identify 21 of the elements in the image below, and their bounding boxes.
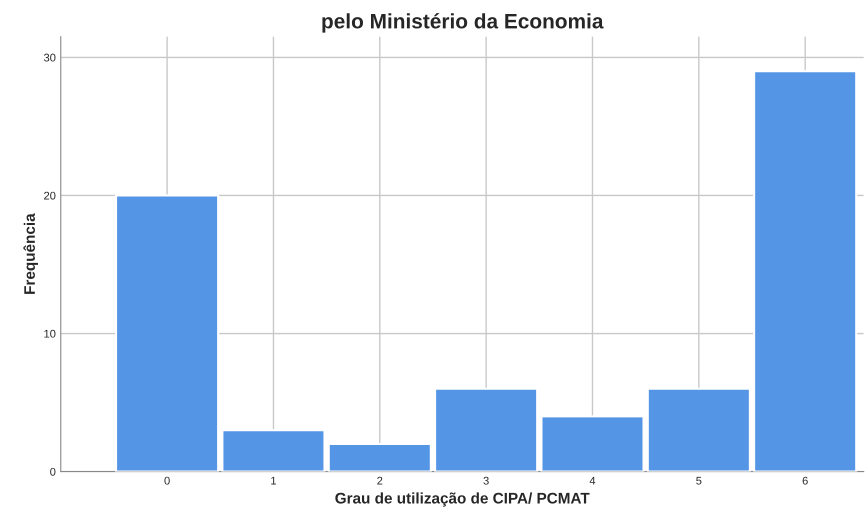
x-tick-label: 2 bbox=[377, 476, 382, 485]
x-tick-label: 5 bbox=[696, 476, 702, 485]
x-tick-label: 3 bbox=[483, 476, 489, 485]
x-tick-label: 1 bbox=[271, 476, 276, 485]
x-axis-title: Grau de utilização de CIPA/ PCMAT bbox=[335, 492, 590, 507]
y-tick-label: 20 bbox=[44, 192, 56, 200]
bar bbox=[646, 388, 751, 472]
y-tick-label: 30 bbox=[44, 54, 56, 62]
x-tick-label: 6 bbox=[802, 476, 808, 485]
chart-title: pelo Ministério da Economia bbox=[322, 13, 604, 33]
bar bbox=[221, 429, 326, 472]
y-tick-label: 0 bbox=[50, 468, 56, 476]
y-axis-title: Frequência bbox=[23, 213, 38, 294]
y-tick-label: 10 bbox=[44, 330, 56, 338]
bar bbox=[434, 388, 538, 472]
bar bbox=[753, 70, 858, 472]
bar bbox=[115, 194, 220, 472]
bar bbox=[540, 415, 645, 472]
bar bbox=[328, 442, 432, 472]
x-tick-label: 0 bbox=[164, 476, 170, 485]
x-tick-label: 4 bbox=[590, 476, 596, 485]
